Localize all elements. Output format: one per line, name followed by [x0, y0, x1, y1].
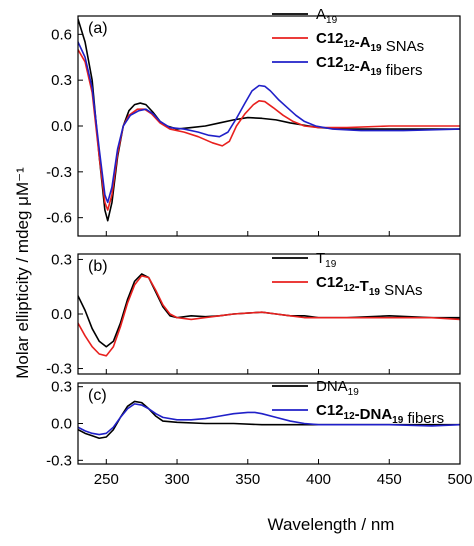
y-tick-label: 0.0 — [51, 118, 72, 135]
y-tick-label: -0.6 — [46, 210, 72, 227]
legend-entry: C1212-A19 SNAs — [316, 30, 424, 55]
series-line-blue — [78, 41, 460, 204]
plot-frame — [77, 253, 461, 375]
legend-entry: C1212-T19 SNAs — [316, 274, 422, 299]
y-tick-label: -0.3 — [46, 361, 72, 378]
legend-entry: C1212-A19 fibers — [316, 54, 422, 79]
series-line-red — [78, 275, 460, 357]
panel-2: 0.3 0.0 -0.3 (b) T19 C1212-T19 SNAs — [46, 250, 461, 378]
series-line-red — [78, 48, 460, 211]
panel-label: (c) — [88, 387, 107, 404]
x-axis-title: Wavelength / nm — [268, 515, 395, 534]
x-tick-label: 500 — [447, 471, 472, 488]
panel-1: 0.6 0.3 0.0 -0.3 -0.6 (a) A19 C1212-A19 SNAsC12… — [46, 6, 461, 237]
x-tick-label: 400 — [306, 471, 331, 488]
y-tick-label: 0.6 — [51, 26, 72, 43]
y-tick-label: 0.0 — [51, 416, 72, 433]
y-tick-label: 0.0 — [51, 306, 72, 323]
y-tick-label: 0.3 — [51, 379, 72, 396]
y-axis-title: Molar ellipticity / mdeg μM⁻¹ — [13, 167, 32, 379]
series-line-blue — [78, 403, 460, 436]
y-tick-label: 0.3 — [51, 251, 72, 268]
legend-entry: DNA19 — [316, 378, 359, 398]
panel-label: (b) — [88, 258, 108, 275]
panel-3: 0.3 0.0 -0.3 250 300 350 400 450 500 (c) DNA19 C121… — [46, 378, 472, 488]
x-tick-label: 450 — [377, 471, 402, 488]
y-tick-label: -0.3 — [46, 164, 72, 181]
legend-entry: T19 — [316, 250, 337, 270]
legend-entry: C1212-DNA19 fibers — [316, 402, 444, 427]
x-tick-label: 300 — [165, 471, 190, 488]
x-tick-label: 250 — [94, 471, 119, 488]
legend-entry: A19 — [316, 6, 338, 26]
panel-label: (a) — [88, 20, 108, 37]
y-tick-label: -0.3 — [46, 452, 72, 469]
y-tick-label: 0.3 — [51, 72, 72, 89]
x-tick-label: 350 — [235, 471, 260, 488]
